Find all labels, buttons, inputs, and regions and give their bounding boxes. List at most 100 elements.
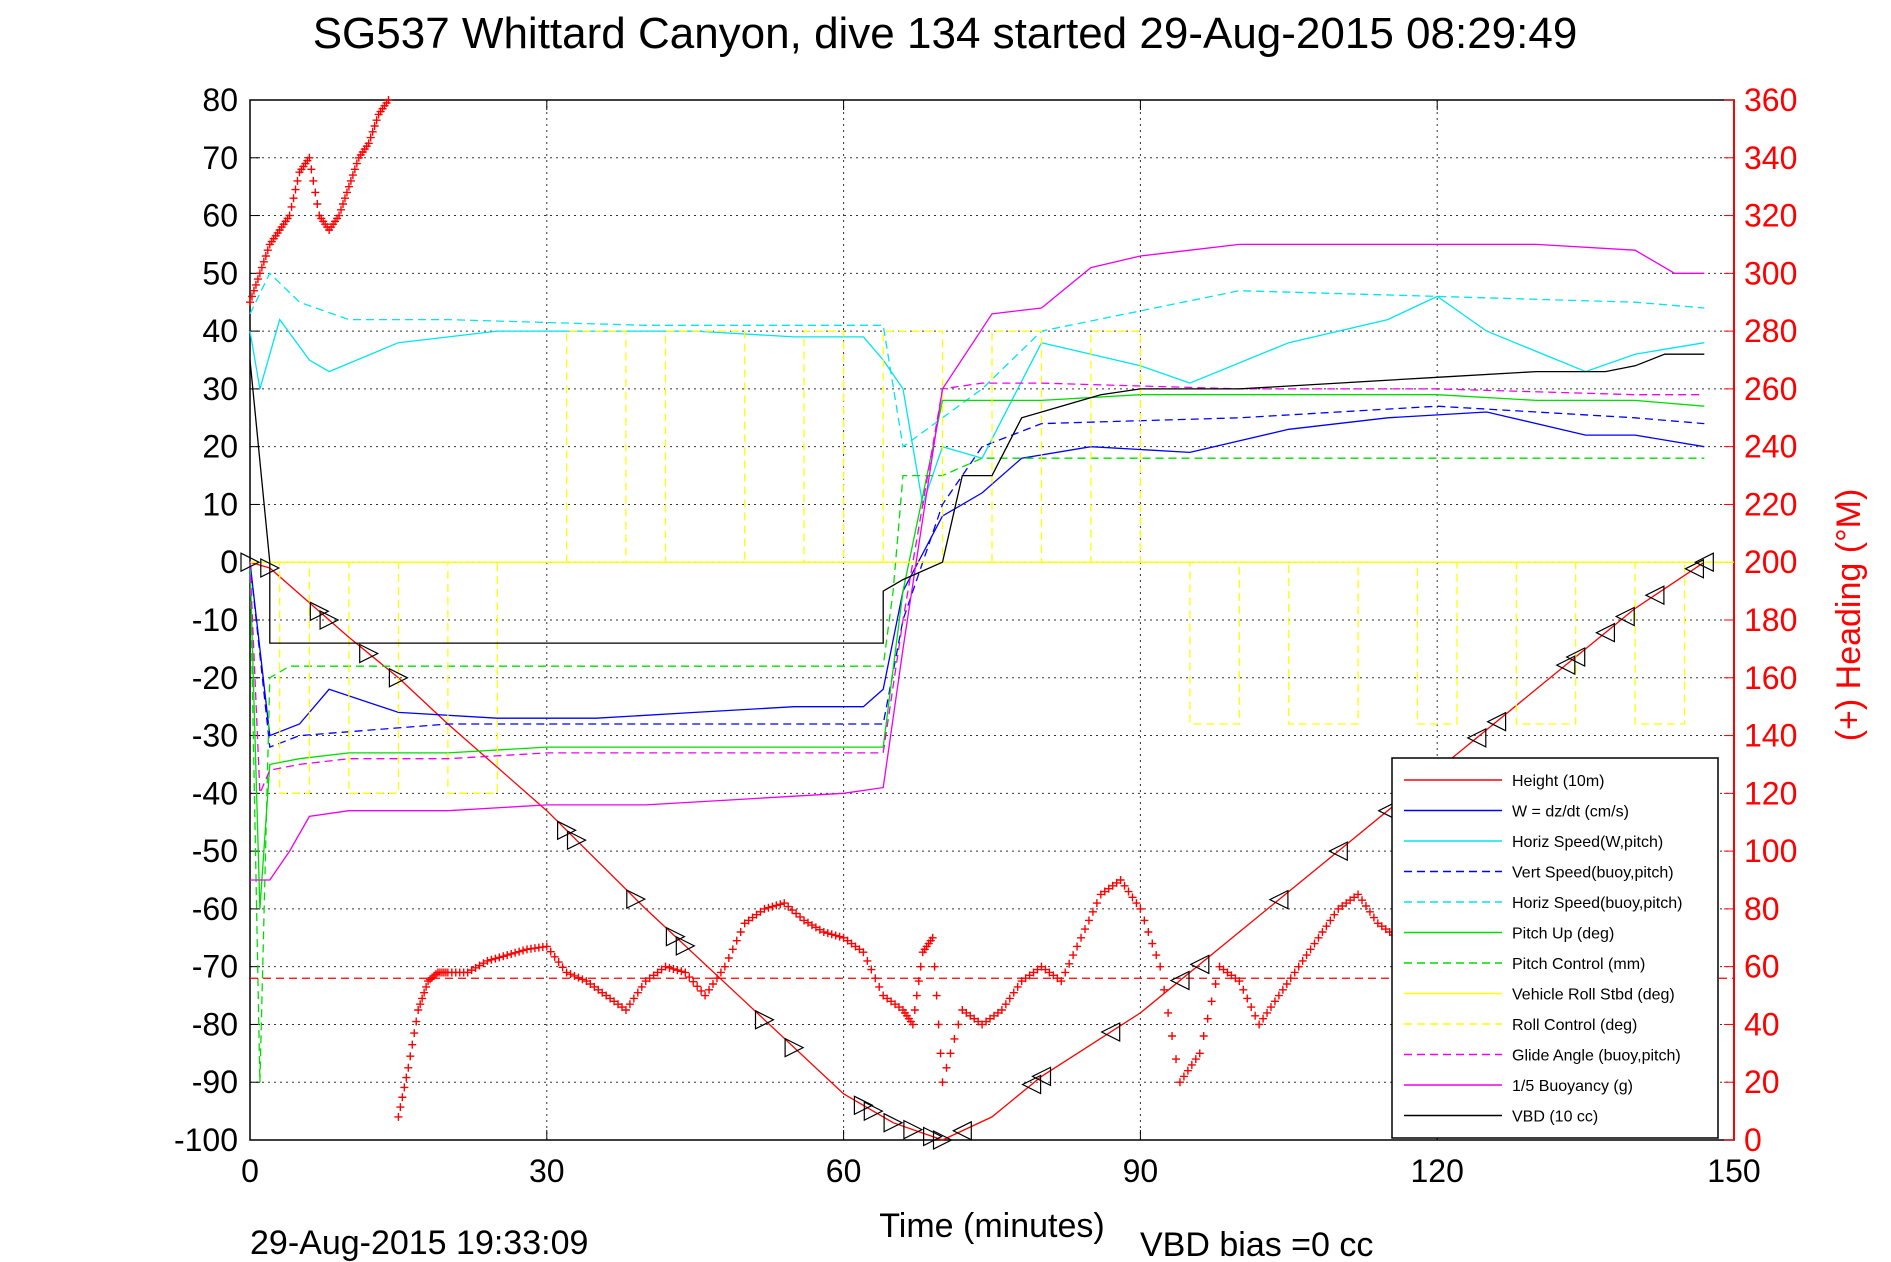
heading-point [1361, 902, 1370, 910]
ascent-marker [1100, 1022, 1121, 1042]
heading-point [1172, 1055, 1181, 1064]
heading-point [910, 1006, 919, 1014]
heading-point [900, 1008, 909, 1017]
heading-point [408, 1040, 417, 1049]
heading-point [526, 944, 535, 953]
heading-point [760, 904, 769, 913]
heading-point [507, 949, 516, 958]
heading-point [1302, 951, 1311, 960]
descent-marker [932, 1130, 953, 1150]
heading-point [247, 292, 256, 301]
heading-point [285, 211, 294, 220]
heading-point [950, 1034, 959, 1043]
heading-point [366, 133, 375, 142]
chart-title: SG537 Whittard Canyon, dive 134 started … [313, 9, 1578, 58]
heading-point [724, 954, 733, 962]
y-tick-label-right: 260 [1744, 371, 1797, 407]
heading-point [277, 223, 286, 232]
heading-point [875, 982, 884, 991]
descent-marker [883, 1112, 904, 1133]
y-axis-label-right: (+) Heading (°M) [1830, 489, 1868, 742]
heading-point [1263, 1008, 1272, 1017]
heading-point [1187, 1060, 1196, 1069]
descent-marker [359, 643, 380, 664]
heading-point [394, 1112, 403, 1121]
heading-point [712, 974, 721, 983]
heading-point [1314, 933, 1323, 942]
legend-entry: Vehicle Roll Stbd (deg) [1512, 987, 1675, 1004]
legend-entry: VBD (10 cc) [1512, 1109, 1598, 1126]
heading-point [1009, 988, 1018, 997]
heading-point [346, 176, 355, 185]
heading-point [689, 977, 698, 986]
y-tick-label: -50 [192, 833, 238, 869]
heading-point [934, 1020, 943, 1029]
ascent-marker [1169, 970, 1190, 991]
descent-marker [903, 1119, 924, 1140]
legend-entry: Glide Angle (buoy,pitch) [1512, 1048, 1681, 1065]
heading-point [942, 1063, 951, 1072]
heading-point [338, 200, 347, 208]
heading-point [1092, 899, 1101, 908]
heading-point [744, 916, 753, 925]
heading-point [1195, 1049, 1204, 1058]
heading-point [1251, 1011, 1260, 1020]
series-pitch-control-mm [249, 457, 1705, 1083]
series-vbd-10-cc [249, 353, 1705, 644]
heading-point [776, 900, 785, 909]
heading-point [665, 963, 674, 972]
heading-point [1160, 985, 1169, 994]
heading-point [291, 185, 300, 194]
heading-point [340, 194, 349, 203]
heading-point [863, 956, 872, 965]
plot-area [240, 96, 1735, 1150]
heading-point [681, 968, 690, 977]
heading-point [908, 1020, 917, 1029]
y-tick-label: 60 [202, 198, 238, 234]
heading-point [1318, 928, 1327, 936]
heading-point [835, 932, 844, 941]
y-tick-labels-right: 3603403203002802602402202001801601401201… [1744, 82, 1797, 1158]
legend-box [1391, 757, 1719, 1139]
x-tick-label: 150 [1707, 1153, 1760, 1189]
heading-point [511, 948, 520, 957]
heading-point [764, 903, 773, 912]
heading-point [831, 931, 840, 940]
legend-entry: W = dz/dt (cm/s) [1512, 804, 1629, 821]
heading-point [1057, 977, 1066, 986]
y-tick-labels: 80 70 60 50 40 30 20 10 0 -10 -20 -30 -40 -50 -60 -70 -8… [174, 82, 238, 1158]
y-tick-label-right: 40 [1744, 1006, 1780, 1042]
heading-point [1156, 962, 1165, 971]
ascent-marker [1466, 727, 1487, 748]
heading-point [946, 1049, 955, 1058]
heading-point [384, 96, 393, 104]
y-tick-label-right: 340 [1744, 140, 1797, 176]
heading-point [1081, 925, 1089, 934]
heading-point [1270, 997, 1279, 1006]
y-tick-label: 70 [202, 140, 238, 176]
heading-point [912, 991, 921, 1000]
y-tick-label: -90 [192, 1064, 238, 1100]
ascent-marker [1555, 655, 1576, 676]
heading-point [673, 966, 682, 975]
heading-point [1338, 902, 1347, 910]
heading-point [550, 952, 559, 961]
ascent-marker [1565, 647, 1586, 667]
heading-point [416, 1000, 425, 1009]
heading-point [305, 153, 314, 162]
heading-point [1128, 893, 1137, 902]
heading-point [309, 176, 318, 185]
descent-marker [388, 667, 409, 688]
heading-point [257, 263, 266, 272]
heading-point [364, 139, 373, 148]
heading-point [1203, 1014, 1212, 1023]
heading-point [483, 956, 492, 965]
x-tick-label: 60 [826, 1153, 862, 1189]
heading-point [406, 1052, 415, 1061]
heading-point [697, 986, 706, 995]
heading-point [1239, 985, 1248, 994]
heading-point [1144, 928, 1153, 936]
heading-point [1294, 962, 1303, 971]
y-tick-label-right: 280 [1744, 313, 1797, 349]
ascent-marker [1327, 841, 1348, 862]
